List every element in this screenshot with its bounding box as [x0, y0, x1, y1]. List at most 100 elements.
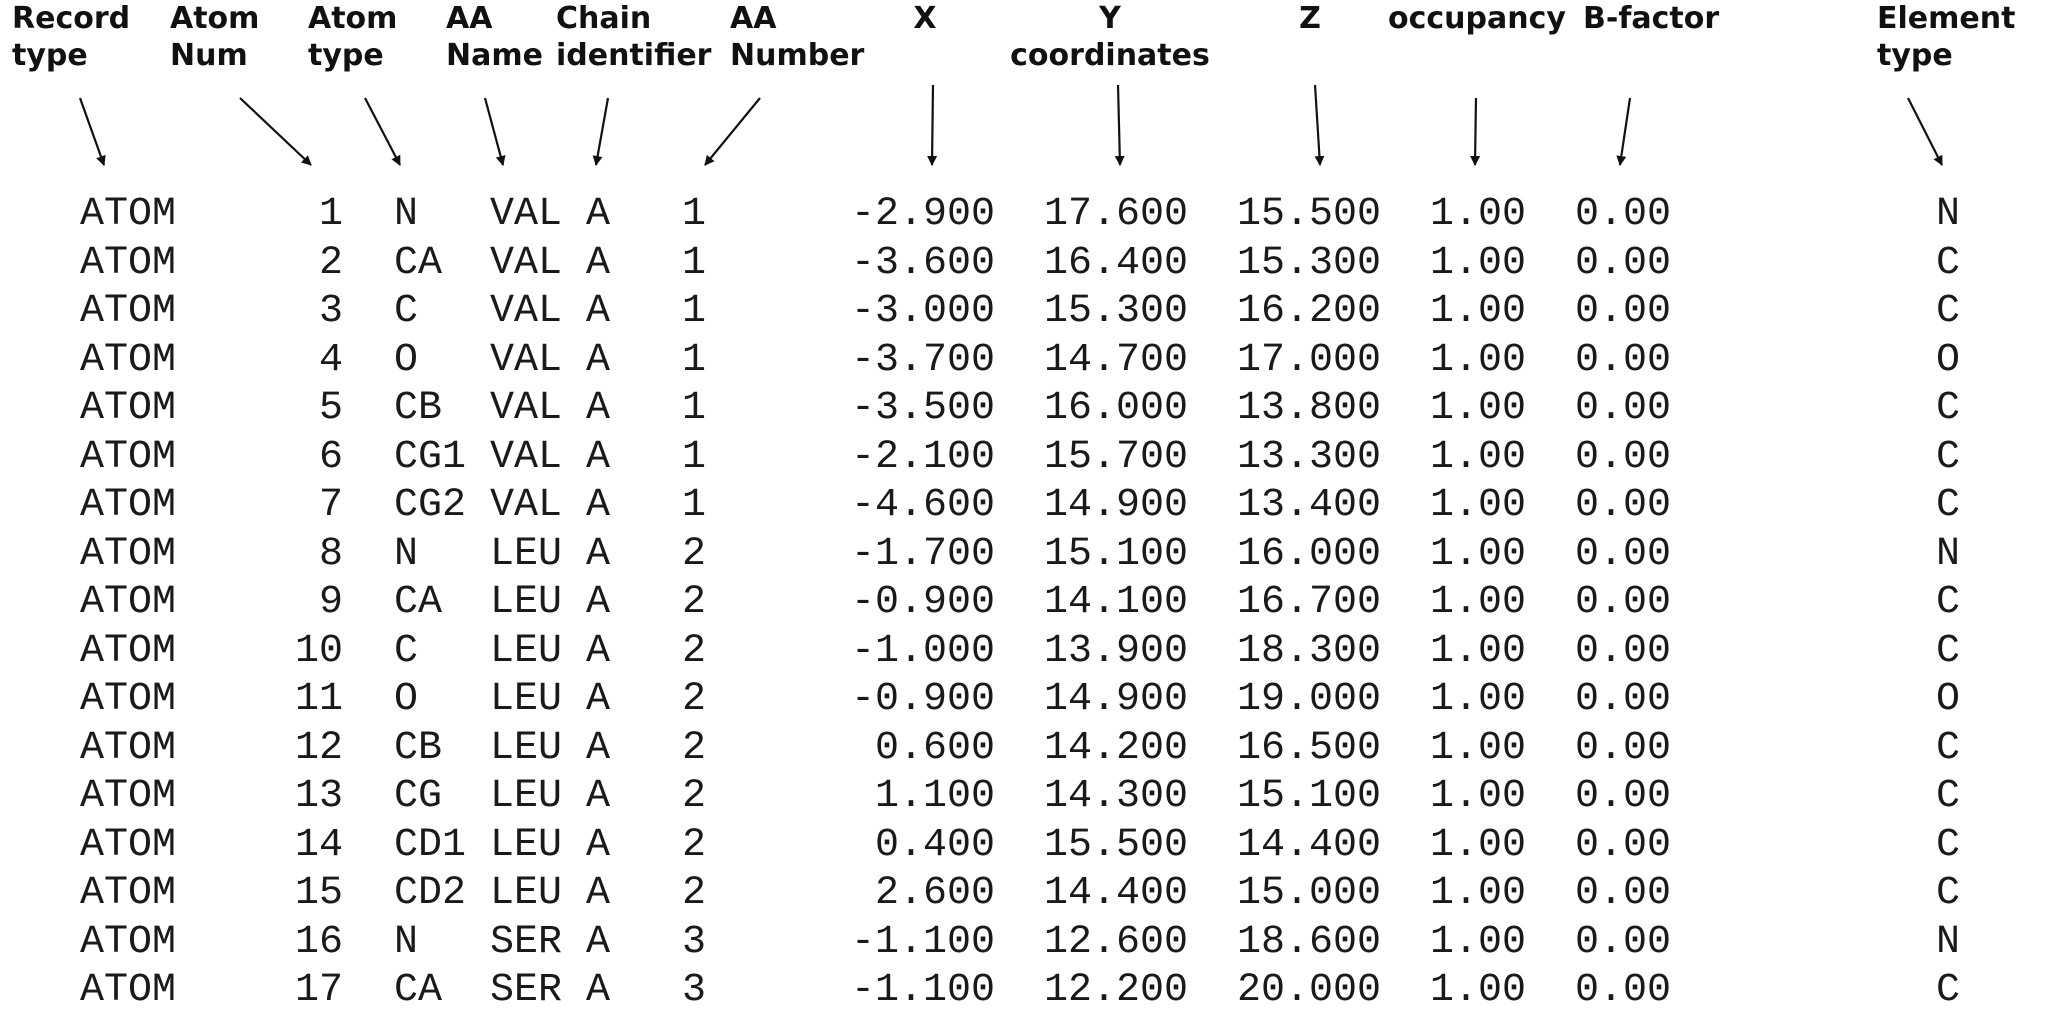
y-coordinate-cell: 15.100: [1043, 531, 1188, 577]
header-b-factor: B-factor: [1583, 0, 1719, 37]
aa-name-cell: VAL: [490, 434, 563, 480]
atom-num-cell: 12: [294, 725, 343, 771]
atom-type-cell: CA: [394, 240, 443, 286]
record-type-cell: ATOM: [80, 725, 177, 771]
y-coordinate-cell: 16.400: [1043, 240, 1188, 286]
y-coordinate-cell: 14.300: [1043, 774, 1188, 819]
z-coordinate-cell: 19.000: [1236, 677, 1381, 722]
atom-type-cell: CG2: [394, 483, 467, 528]
chain-cell: A: [586, 628, 611, 674]
z-coordinate-cell: 15.100: [1236, 774, 1381, 819]
x-coordinate-cell: 1.100: [874, 774, 995, 819]
aa-name-cell: LEU: [490, 871, 563, 916]
b-factor-cell: 0.00: [1574, 580, 1671, 625]
b-factor-cell: 0.00: [1574, 434, 1671, 480]
b-factor-cell: 0.00: [1574, 192, 1671, 237]
b-factor-cell: 0.00: [1574, 774, 1671, 819]
atom-num-cell: 6: [318, 434, 343, 480]
chain-cell: A: [586, 580, 611, 625]
element-type-cell: C: [1936, 968, 1961, 1013]
header-line: coordinates: [1010, 38, 1210, 73]
atom-num-cell: 1: [318, 192, 343, 237]
aa-number-cell: 1: [682, 289, 707, 334]
header-line: AA: [730, 1, 777, 36]
header-line: Record: [12, 1, 131, 36]
record-type-cell: ATOM: [80, 386, 177, 431]
y-coordinate-cell: 14.400: [1043, 871, 1188, 916]
header-x: X: [885, 0, 965, 37]
occupancy-cell: 1.00: [1429, 822, 1526, 868]
header-line: Name: [446, 38, 543, 73]
chain-cell: A: [586, 774, 611, 819]
occupancy-cell: 1.00: [1429, 774, 1526, 819]
z-coordinate-cell: 13.800: [1236, 386, 1381, 431]
aa-number-cell: 1: [682, 434, 707, 480]
element-type-cell: C: [1936, 822, 1961, 868]
b-factor-cell: 0.00: [1574, 240, 1671, 286]
b-factor-cell: 0.00: [1574, 337, 1671, 383]
header-line: Number: [730, 38, 865, 73]
atom-type-cell: CG1: [394, 434, 467, 480]
record-type-cell: ATOM: [80, 628, 177, 674]
y-coordinate-cell: 17.600: [1043, 192, 1188, 237]
header-line: AA: [446, 1, 493, 36]
element-type-cell: C: [1936, 386, 1961, 431]
aa-name-cell: SER: [490, 919, 563, 965]
atom-type-cell: CG: [394, 774, 443, 819]
element-type-cell: C: [1936, 871, 1961, 916]
aa-number-cell: 1: [682, 240, 707, 286]
atom-type-cell: CB: [394, 386, 443, 431]
aa-number-cell: 1: [682, 386, 707, 431]
occupancy-cell: 1.00: [1429, 483, 1526, 528]
x-coordinate-cell: -1.000: [850, 628, 995, 674]
chain-cell: A: [586, 919, 611, 965]
header-line: B-factor: [1583, 1, 1720, 36]
header-y: Y coordinates: [1010, 0, 1210, 74]
z-coordinate-cell: 13.300: [1236, 434, 1381, 480]
chain-cell: A: [586, 386, 611, 431]
atom-num-cell: 14: [294, 822, 343, 868]
z-coordinate-cell: 14.400: [1236, 822, 1381, 868]
record-type-cell: ATOM: [80, 483, 177, 528]
arrow-x: [927, 84, 938, 166]
record-type-cell: ATOM: [80, 677, 177, 722]
occupancy-cell: 1.00: [1429, 677, 1526, 722]
z-coordinate-cell: 20.000: [1236, 968, 1381, 1013]
header-line: Num: [170, 38, 248, 73]
element-type-cell: N: [1936, 192, 1961, 237]
header-aa-number: AA Number: [730, 0, 864, 74]
y-coordinate-cell: 12.200: [1043, 968, 1188, 1013]
header-line: Y: [1099, 1, 1121, 36]
z-coordinate-cell: 18.300: [1236, 628, 1381, 674]
atom-type-cell: CB: [394, 725, 443, 771]
atom-type-cell: C: [394, 289, 419, 334]
aa-name-cell: LEU: [490, 774, 563, 819]
aa-name-cell: SER: [490, 968, 563, 1013]
arrow-record-type: [78, 97, 106, 166]
atom-num-cell: 10: [294, 628, 343, 674]
chain-cell: A: [586, 725, 611, 771]
chain-cell: A: [586, 531, 611, 577]
atom-type-cell: CA: [394, 580, 443, 625]
y-coordinate-cell: 13.900: [1043, 628, 1188, 674]
element-type-cell: C: [1936, 289, 1961, 334]
element-type-cell: C: [1936, 774, 1961, 819]
aa-number-cell: 2: [682, 871, 707, 916]
atom-num-cell: 2: [318, 240, 343, 286]
record-type-cell: ATOM: [80, 434, 177, 480]
chain-cell: A: [586, 871, 611, 916]
occupancy-cell: 1.00: [1429, 240, 1526, 286]
occupancy-cell: 1.00: [1429, 580, 1526, 625]
element-type-cell: N: [1936, 919, 1961, 965]
b-factor-cell: 0.00: [1574, 871, 1671, 916]
b-factor-cell: 0.00: [1574, 919, 1671, 965]
aa-number-cell: 1: [682, 337, 707, 383]
aa-number-cell: 2: [682, 725, 707, 771]
y-coordinate-cell: 15.300: [1043, 289, 1188, 334]
x-coordinate-cell: -0.900: [850, 580, 995, 625]
arrow-atom-type: [364, 97, 401, 166]
header-line: type: [1877, 38, 1953, 73]
occupancy-cell: 1.00: [1429, 386, 1526, 431]
occupancy-cell: 1.00: [1429, 337, 1526, 383]
